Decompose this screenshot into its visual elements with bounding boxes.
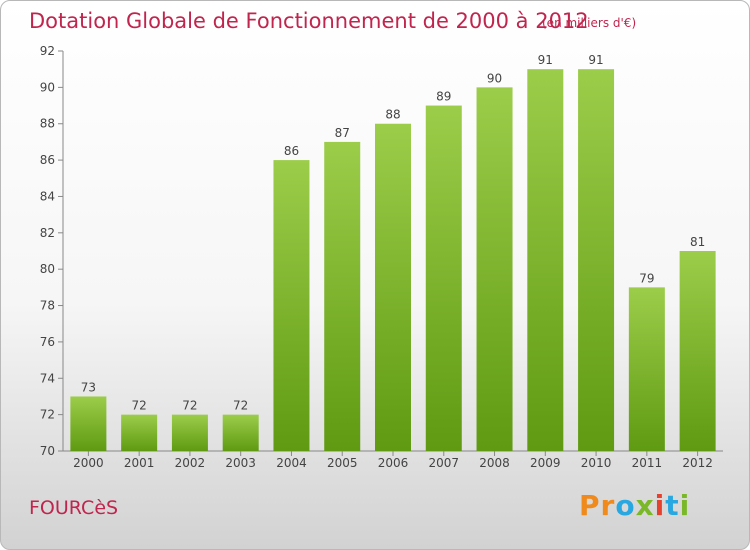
- x-tick-label: 2007: [428, 456, 459, 470]
- y-tick-label: 88: [40, 117, 55, 131]
- bar-value-label: 81: [690, 235, 705, 249]
- logo-letter: i: [679, 489, 691, 522]
- bar-value-label: 91: [538, 53, 553, 67]
- bar: [527, 69, 564, 451]
- x-tick-label: 2010: [581, 456, 612, 470]
- x-tick-label: 2008: [479, 456, 510, 470]
- bar-value-label: 90: [487, 71, 502, 85]
- y-tick-label: 78: [40, 299, 55, 313]
- logo-letter: x: [635, 489, 655, 522]
- y-tick-label: 82: [40, 226, 55, 240]
- x-tick-label: 2006: [378, 456, 409, 470]
- bar-value-label: 86: [284, 144, 299, 158]
- bar: [222, 414, 259, 451]
- y-tick-label: 74: [40, 371, 55, 385]
- x-tick-label: 2005: [327, 456, 358, 470]
- bar-value-label: 91: [588, 53, 603, 67]
- y-tick-label: 80: [40, 262, 55, 276]
- bar-value-label: 88: [385, 108, 400, 122]
- x-tick-label: 2000: [73, 456, 104, 470]
- bar: [171, 414, 208, 451]
- logo-letter: r: [600, 489, 616, 522]
- bar-value-label: 89: [436, 90, 451, 104]
- bar-value-label: 87: [335, 126, 350, 140]
- y-tick-label: 92: [40, 44, 55, 58]
- chart-subtitle: (en milliers d'€): [542, 16, 637, 30]
- bar: [121, 414, 158, 451]
- x-tick-label: 2003: [225, 456, 256, 470]
- logo-letter: o: [615, 489, 636, 522]
- bar: [324, 141, 361, 451]
- x-tick-label: 2012: [682, 456, 713, 470]
- bar-value-label: 79: [639, 271, 654, 285]
- bar: [679, 251, 716, 451]
- proxiti-logo[interactable]: Proxiti: [579, 489, 690, 522]
- y-tick-label: 86: [40, 153, 55, 167]
- y-tick-label: 72: [40, 408, 55, 422]
- chart-title: Dotation Globale de Fonctionnement de 20…: [29, 9, 589, 33]
- bar-value-label: 73: [81, 380, 96, 394]
- logo-letter: t: [665, 489, 680, 522]
- bar: [578, 69, 615, 451]
- y-tick-label: 76: [40, 335, 55, 349]
- y-tick-label: 84: [40, 189, 55, 203]
- bar: [628, 287, 665, 451]
- bar: [273, 160, 310, 451]
- bar-value-label: 72: [233, 399, 248, 413]
- bar: [476, 87, 513, 451]
- x-tick-label: 2002: [175, 456, 206, 470]
- bar-value-label: 72: [132, 399, 147, 413]
- bar: [70, 396, 107, 451]
- bar: [425, 105, 462, 451]
- bar-value-label: 72: [182, 399, 197, 413]
- x-tick-label: 2001: [124, 456, 155, 470]
- x-tick-label: 2009: [530, 456, 561, 470]
- x-tick-label: 2004: [276, 456, 307, 470]
- bar: [375, 123, 411, 452]
- x-tick-label: 2011: [632, 456, 663, 470]
- logo-letter: P: [579, 489, 601, 522]
- y-tick-label: 70: [40, 444, 55, 458]
- commune-name: FOURCèS: [29, 497, 119, 519]
- logo-letter: i: [654, 489, 666, 522]
- y-tick-label: 90: [40, 80, 55, 94]
